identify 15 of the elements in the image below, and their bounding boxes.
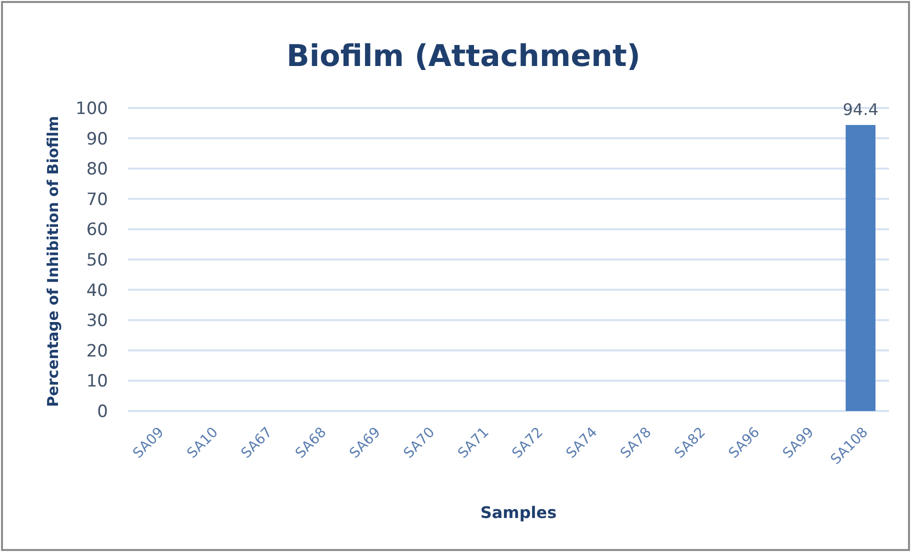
y-tick-label: 30 [86,311,108,332]
data-label: 94.4 [842,100,878,119]
y-tick-label: 20 [86,341,108,362]
y-tick-label: 100 [76,98,108,119]
y-tick-label: 0 [97,402,108,422]
y-tick-label: 90 [86,129,108,150]
y-tick-label: 10 [86,372,108,392]
y-tick-label: 70 [86,190,108,210]
y-tick-label: 60 [86,220,108,240]
y-tick-label: 80 [86,160,108,180]
y-axis-title: Percentage of Inhibition of Biofilm [44,116,62,408]
chart-title: Biofilm (Attachment) [286,39,640,74]
x-axis-title: Samples [480,503,557,522]
y-tick-label: 50 [86,250,108,270]
y-tick-label: 40 [86,280,108,301]
